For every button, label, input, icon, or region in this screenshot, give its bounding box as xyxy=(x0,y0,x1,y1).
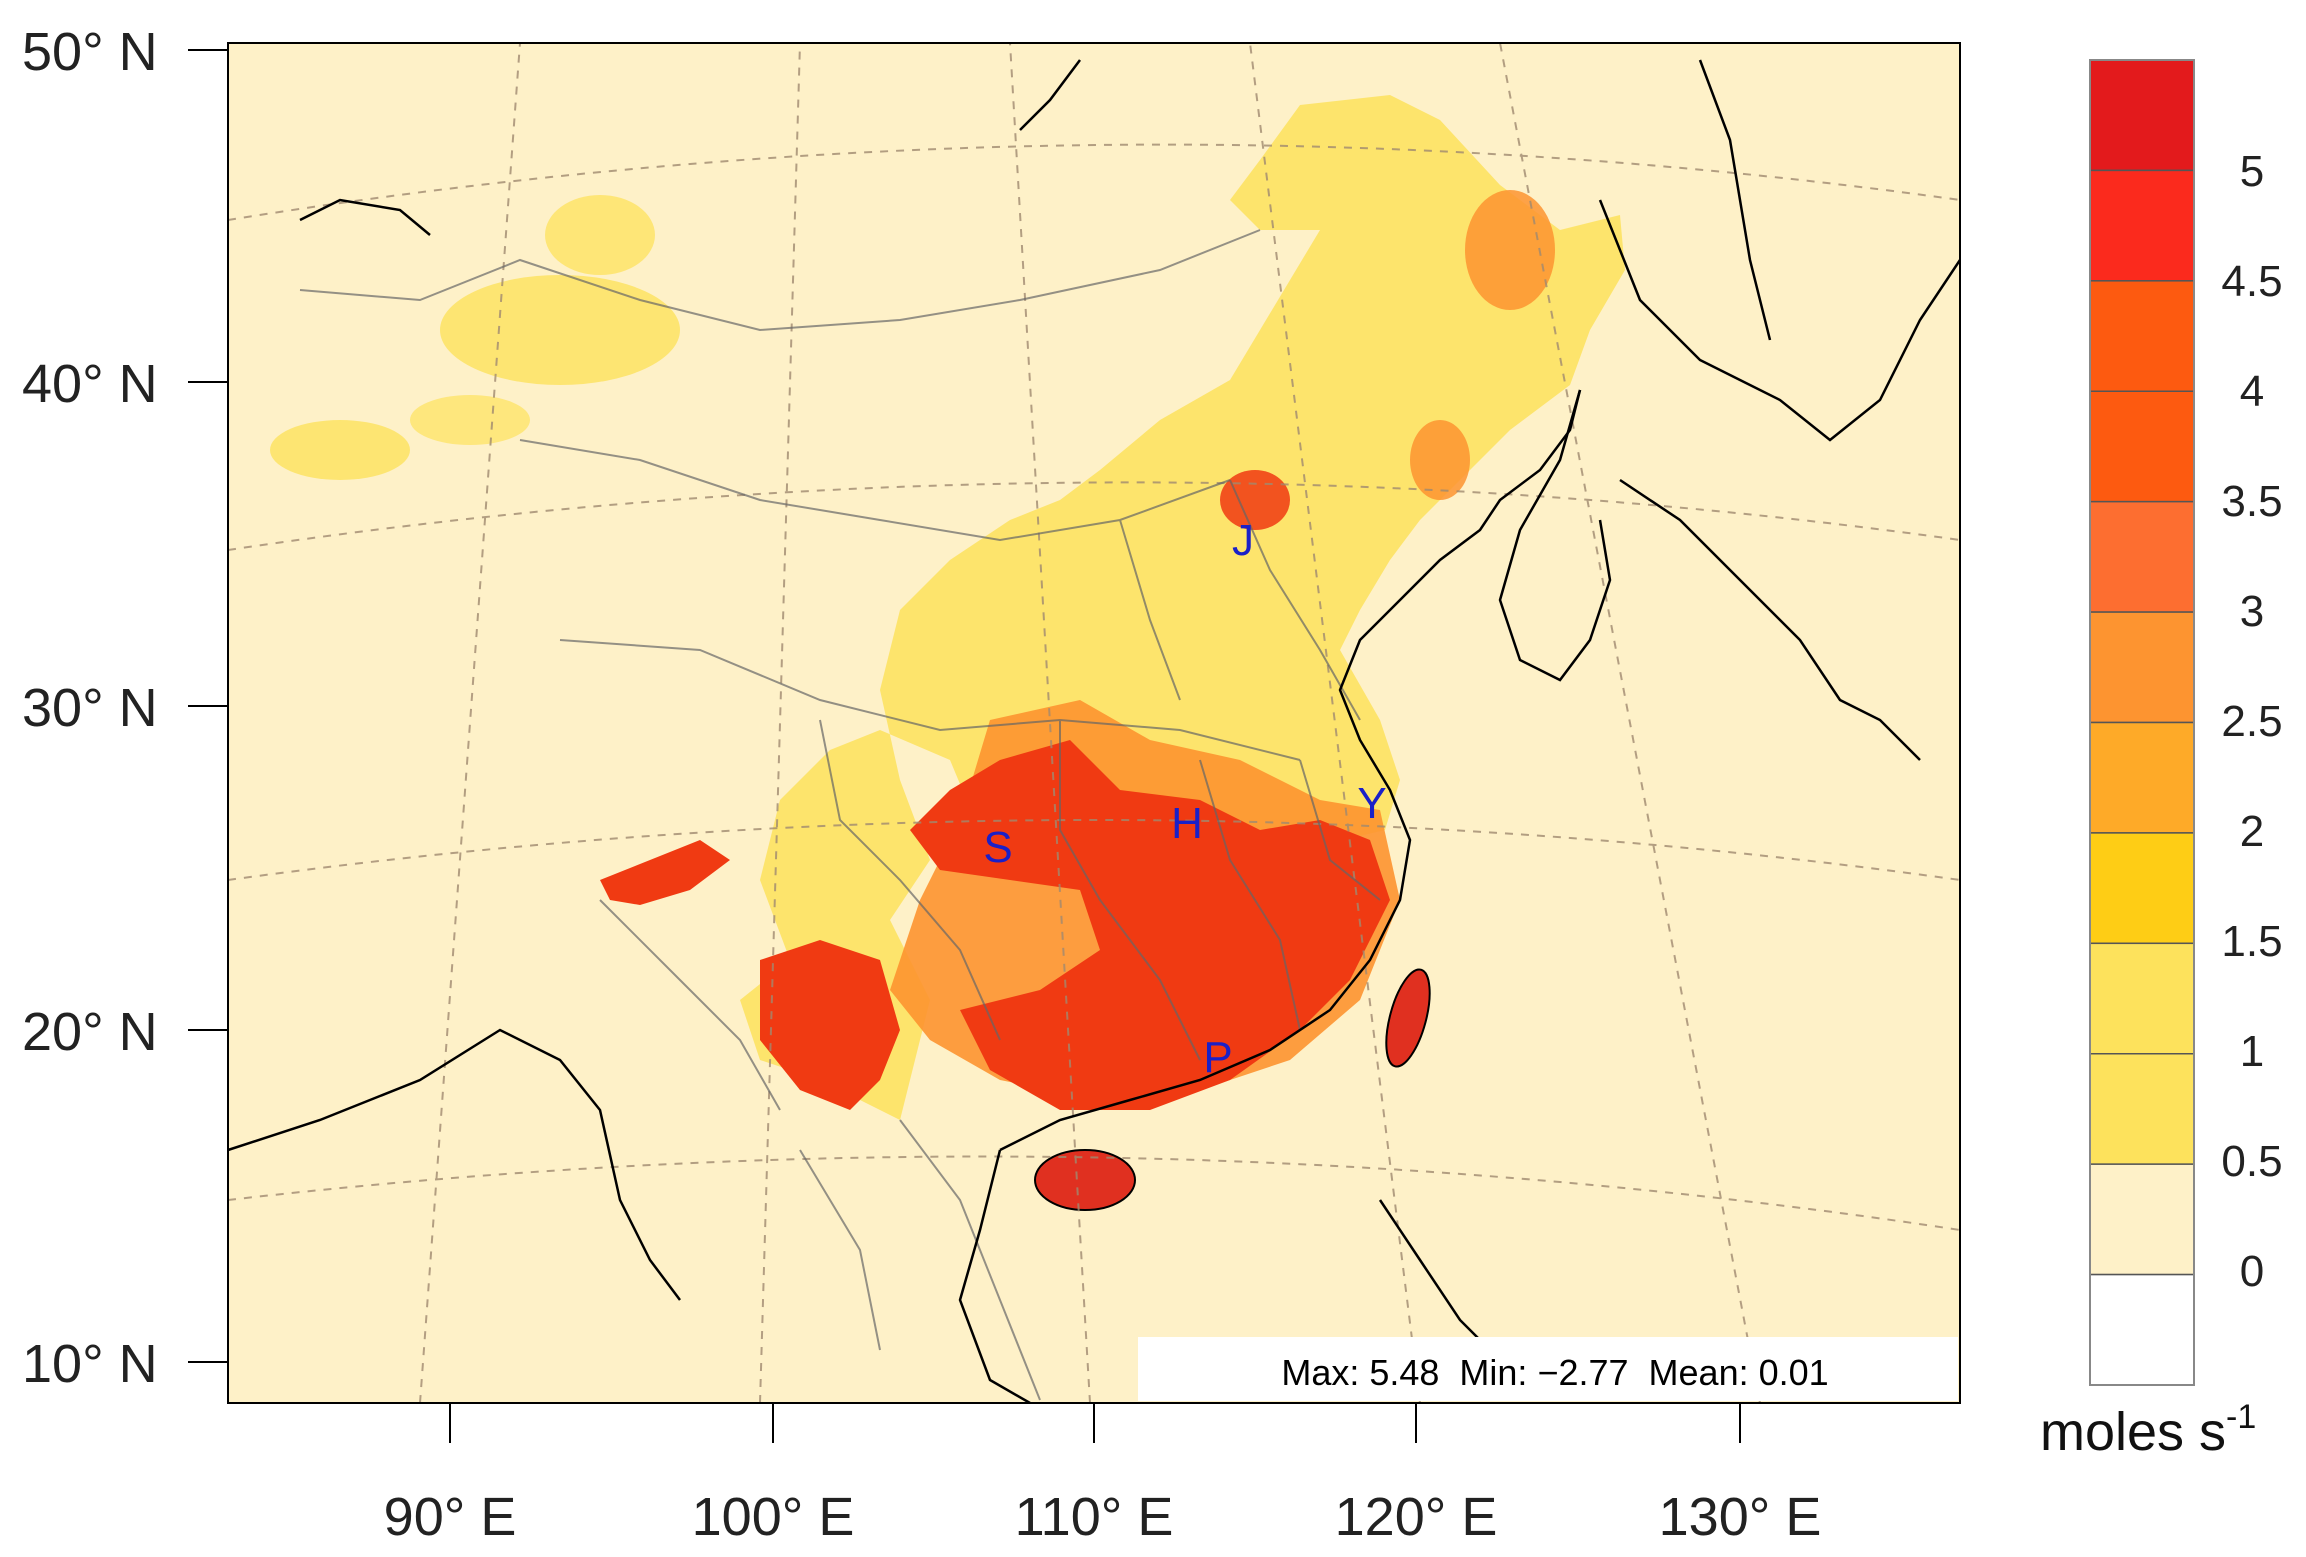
hainan-island xyxy=(1034,1149,1136,1211)
cb-label-0: 0 xyxy=(2240,1247,2264,1296)
colorbar-frame xyxy=(2089,59,2195,1386)
cb-label-1: 1 xyxy=(2240,1027,2264,1076)
colorbar-unit-sup: -1 xyxy=(2226,1398,2256,1436)
cb-label-1-5: 1.5 xyxy=(2221,917,2282,966)
cb-label-3-5: 3.5 xyxy=(2221,477,2282,526)
colorbar-swatches xyxy=(2089,59,2195,1386)
colorbar-swatch-9 xyxy=(2089,1053,2195,1165)
colorbar-swatch-6 xyxy=(2089,721,2195,834)
cb-label-4: 4 xyxy=(2240,367,2264,416)
emission-zone-high xyxy=(910,740,1390,1110)
colorbar: 5 4.5 4 3.5 3 2.5 2 1.5 1 0.5 0 moles s-… xyxy=(2040,59,2283,1462)
cb-label-2: 2 xyxy=(2240,807,2264,856)
emission-zone-light xyxy=(740,95,1625,1120)
lon-label-100: 100° E xyxy=(692,1487,855,1547)
emission-patch-ne-1 xyxy=(1465,190,1555,310)
coastlines xyxy=(228,59,1960,1403)
lat-label-20: 20° N xyxy=(22,1002,158,1062)
latitude-axis xyxy=(188,49,228,1363)
colorbar-swatch-3 xyxy=(2089,390,2195,503)
colorbar-tick-labels: 5 4.5 4 3.5 3 2.5 2 1.5 1 0.5 0 xyxy=(2221,147,2282,1296)
boundaries xyxy=(299,229,1381,1401)
latitude-labels: 50° N 40° N 30° N 20° N 10° N xyxy=(22,22,158,1394)
region-label-j: J xyxy=(1232,516,1254,565)
emission-patch-nw-1 xyxy=(440,275,680,385)
lon-label-110: 110° E xyxy=(1015,1487,1174,1547)
graticule xyxy=(228,43,1960,1403)
lon-label-90: 90° E xyxy=(384,1487,517,1547)
colorbar-unit: moles s-1 xyxy=(2040,1398,2256,1462)
colorbar-swatch-2 xyxy=(2089,280,2195,393)
colorbar-swatch-7 xyxy=(2089,832,2195,945)
cb-label-2-5: 2.5 xyxy=(2221,697,2282,746)
emission-zone-southwest xyxy=(760,940,900,1110)
lat-label-40: 40° N xyxy=(22,354,158,414)
longitude-labels: 90° E 100° E 110° E 120° E 130° E xyxy=(384,1487,1822,1547)
cb-label-3: 3 xyxy=(2240,587,2264,636)
colorbar-swatch-11 xyxy=(2089,1273,2195,1386)
longitude-axis xyxy=(449,1403,1741,1443)
emission-patch-ne-2 xyxy=(1410,420,1470,500)
emission-patch-nw-4 xyxy=(410,395,530,445)
emission-patch-nw-2 xyxy=(270,420,410,480)
region-label-p: P xyxy=(1203,1033,1232,1082)
stats-text: Max: 5.48 Min: −2.77 Mean: 0.01 xyxy=(1281,1352,1828,1393)
lat-label-10: 10° N xyxy=(22,1334,158,1394)
stats-box: Max: 5.48 Min: −2.77 Mean: 0.01 xyxy=(1138,1337,1958,1401)
region-label-y: Y xyxy=(1357,779,1386,828)
colorbar-unit-main: moles s xyxy=(2040,1402,2226,1462)
colorbar-swatch-1 xyxy=(2089,169,2195,282)
lat-label-50: 50° N xyxy=(22,22,158,82)
emission-patch-beijing xyxy=(1220,470,1290,530)
cb-label-0-5: 0.5 xyxy=(2221,1137,2282,1186)
cb-label-5: 5 xyxy=(2240,147,2264,196)
colorbar-swatch-8 xyxy=(2089,942,2195,1055)
colorbar-swatch-10 xyxy=(2089,1163,2195,1276)
cb-label-4-5: 4.5 xyxy=(2221,257,2282,306)
colorbar-swatch-5 xyxy=(2089,611,2195,724)
colorbar-swatch-0 xyxy=(2089,59,2195,172)
emission-patch-himalaya xyxy=(600,840,730,905)
lon-label-120: 120° E xyxy=(1335,1487,1498,1547)
lon-label-130: 130° E xyxy=(1659,1487,1822,1547)
map-panel: J S H Y P Max: 5.48 Min: −2.77 Mean: 0.0… xyxy=(228,43,1960,1403)
region-label-s: S xyxy=(983,823,1012,872)
lat-label-30: 30° N xyxy=(22,678,158,738)
colorbar-swatch-4 xyxy=(2089,500,2195,613)
emission-patch-nw-3 xyxy=(545,195,655,275)
region-label-h: H xyxy=(1171,799,1203,848)
taiwan-island xyxy=(1385,968,1431,1068)
